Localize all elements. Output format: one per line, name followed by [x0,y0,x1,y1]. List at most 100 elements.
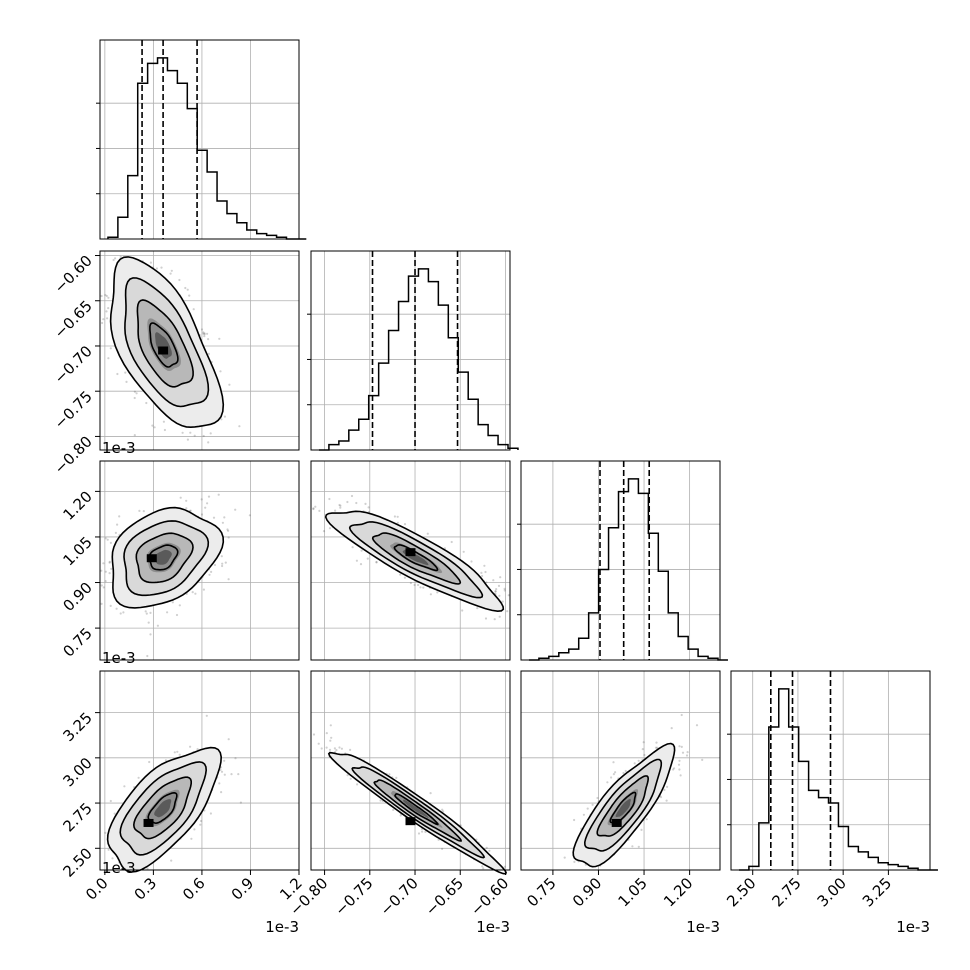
sample-point [221,521,224,524]
sample-point [417,832,421,835]
sample-point [450,540,453,544]
sample-point [133,434,136,437]
panel-frame [310,670,511,871]
sample-point [563,856,566,859]
sample-point [681,751,685,754]
sample-point [199,823,202,826]
histogram-panel-p4 [727,670,938,871]
sample-point [204,506,207,509]
sample-point [591,803,594,806]
sample-point [227,578,230,581]
histogram-panel-p2 [307,250,519,451]
sample-point [209,812,212,815]
x-tick-label: 2.50 [723,874,759,910]
sample-point [122,611,125,614]
sample-point [673,767,676,770]
sample-point [314,505,317,508]
density-level [403,799,429,818]
sample-point [248,514,251,517]
sample-point [622,771,625,775]
panel-frame [99,460,300,661]
sample-point [104,293,107,297]
sample-point [573,818,576,822]
sample-point [145,401,148,405]
scatter-panel-p1-p3 [99,460,300,661]
sample-point [325,732,328,735]
y-tick-label: 0.75 [59,624,95,660]
posterior-peak [405,548,416,557]
contour-level-3 [393,543,439,572]
sample-point [175,613,179,617]
x-tick-label: −0.75 [331,874,376,919]
sample-point [624,769,627,773]
sample-point [133,396,136,400]
sample-point [672,768,675,771]
contour-level-3 [394,793,439,826]
sample-point [493,618,496,621]
sample-point [116,523,119,526]
sample-point [124,371,127,374]
x-tick-label: −0.60 [467,874,512,919]
sample-point [238,425,241,428]
sample-point [162,420,165,423]
sample-point [119,255,122,258]
sample-point [346,774,349,777]
sample-point [102,318,105,321]
sample-point [170,859,173,862]
sample-point [119,612,122,615]
sample-point [155,267,158,270]
x-tick-label: −0.65 [422,874,467,919]
sample-point [686,751,689,754]
sample-point [462,550,465,553]
sample-point [203,335,206,338]
sample-point [115,607,118,610]
sample-point [206,332,209,335]
sample-point [396,521,399,524]
sample-point [312,733,316,736]
sample-point [392,808,395,812]
sample-point [189,509,192,512]
sample-point [104,580,107,583]
sample-point [217,493,220,496]
sample-point [146,867,149,870]
sample-point [200,819,203,823]
sample-point [200,513,204,516]
sample-point [488,849,491,852]
histogram-steps [528,478,728,661]
sample-point [582,813,586,816]
sample-point [663,788,666,792]
sample-point [403,523,407,526]
sample-point [223,759,226,762]
x-tick-label: 0.6 [179,874,209,904]
sample-point [360,549,363,552]
sample-point [149,261,152,264]
x-tick-label: 0.75 [523,874,559,910]
scatter-panel-p1-p4 [99,670,300,873]
sample-point [227,738,230,741]
sample-point [202,332,205,335]
sample-point [107,307,110,310]
sample-point [325,746,328,749]
sample-point [426,532,429,535]
sample-point [148,760,151,764]
sample-point [108,561,111,564]
sample-point [210,570,213,574]
sample-point [178,753,181,756]
sample-point [186,438,189,441]
x-tick-label: 3.25 [859,874,895,910]
sample-point [495,588,498,591]
sample-point [220,418,223,421]
sample-point [637,845,640,848]
sample-point [166,611,169,614]
sample-point [481,865,484,868]
sample-point [105,310,108,313]
sample-point [179,496,182,499]
sample-point [340,747,343,750]
sample-point [678,759,681,762]
sample-point [461,609,464,612]
sample-point [484,570,487,574]
contour-level-1 [583,758,663,852]
density-shading [112,507,224,608]
sample-point [586,807,589,810]
sample-point [146,654,149,658]
